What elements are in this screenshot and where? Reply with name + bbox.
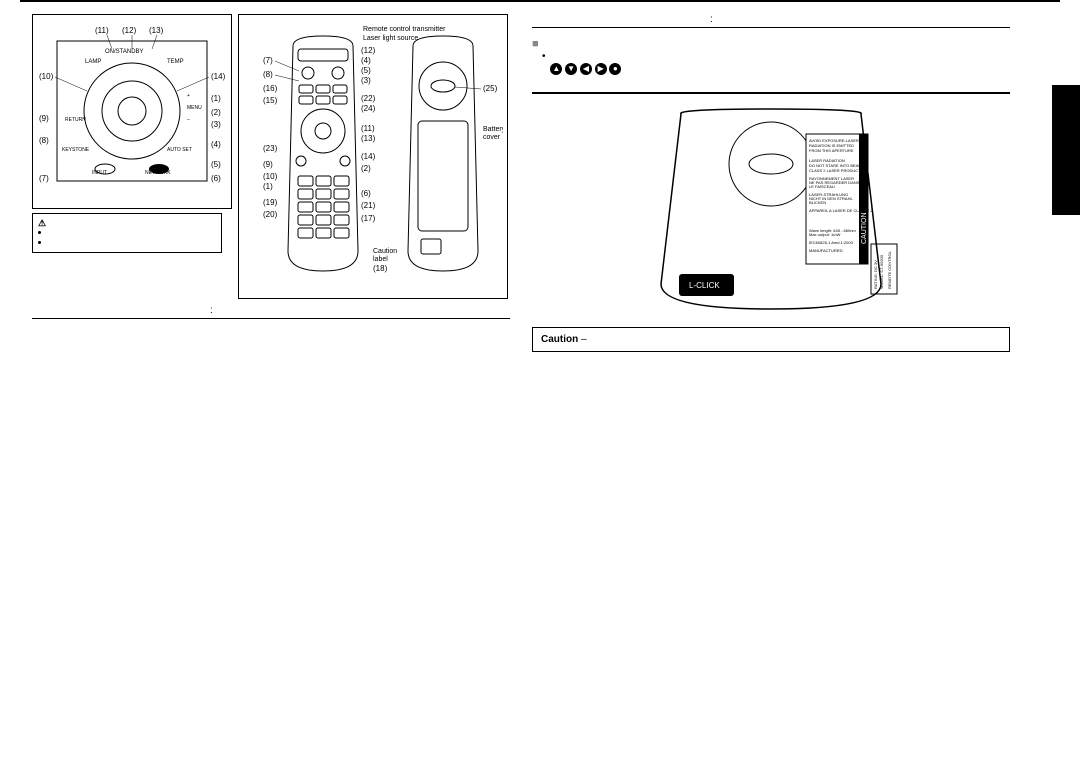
svg-text:RETURN: RETURN [65,117,86,123]
svg-text:–: – [187,117,190,123]
table-header: : [32,303,510,319]
svg-text:(16): (16) [263,84,278,93]
svg-text:(24): (24) [361,104,376,113]
svg-text:(5): (5) [211,160,221,169]
note-body: • ▲ ▼ ◀ ▶ ● [542,50,1010,76]
caution-footer: Caution – [532,327,1010,352]
svg-text:(18): (18) [373,264,388,273]
svg-text:(14): (14) [361,152,376,161]
svg-text:(4): (4) [211,140,221,149]
svg-text:ON/STANDBY: ON/STANDBY [105,49,144,55]
svg-text:(13): (13) [361,134,376,143]
svg-text:Battery: Battery [483,126,503,133]
svg-text:(10): (10) [263,172,278,181]
svg-text:APPAREIL A LASER DE CLASSE 2: APPAREIL A LASER DE CLASSE 2 [809,208,873,213]
svg-text:(6): (6) [361,189,371,198]
svg-text:(12): (12) [122,26,137,35]
svg-text:Caution: Caution [373,248,397,255]
svg-text:MANUFACTURED:: MANUFACTURED: [809,248,843,253]
svg-text:FROM THIS APERTURE: FROM THIS APERTURE [809,148,854,153]
svg-text:MODEL: CT-90303: MODEL: CT-90303 [879,254,884,289]
svg-text:(9): (9) [263,160,273,169]
svg-text:(2): (2) [361,164,371,173]
svg-text:(21): (21) [361,201,376,210]
svg-text:(8): (8) [39,136,49,145]
svg-text:(2): (2) [211,108,221,117]
svg-text:cover: cover [483,134,501,141]
svg-text:(25): (25) [483,84,498,93]
svg-text:BLICKEN: BLICKEN [809,200,826,205]
svg-text:LE FAISCEAU: LE FAISCEAU [809,184,835,189]
svg-text:(23): (23) [263,144,278,153]
svg-text:Laser light source: Laser light source [363,35,418,42]
label-location-diagram: L-CLICK CAUTION AVOID EXPOSURE-LASER RAD… [532,104,1010,317]
svg-text:(14): (14) [211,72,226,81]
svg-text:+: + [187,93,190,99]
side-tab-preparations [1052,85,1080,215]
svg-text:AUTO SET: AUTO SET [167,147,192,153]
caution-box [32,213,222,253]
caution-heading [38,218,216,228]
svg-text:CLASS 2 LASER PRODUCT: CLASS 2 LASER PRODUCT [809,168,861,173]
svg-text:(1): (1) [263,182,273,191]
caution-item [50,238,216,248]
svg-text:RATING: DC 3V: RATING: DC 3V [873,260,878,289]
svg-text:(9): (9) [39,114,49,123]
svg-text:(20): (20) [263,210,278,219]
control-panel-diagram: ON/STANDBY LAMP TEMP + MENU – RETURN KEY… [32,14,232,209]
svg-text:(8): (8) [263,70,273,79]
svg-text:(11): (11) [361,124,375,133]
svg-text:(3): (3) [211,120,221,129]
svg-text:TEMP: TEMP [167,59,184,65]
svg-text:(3): (3) [361,76,371,85]
svg-text:(10): (10) [39,72,54,81]
svg-text:(4): (4) [361,56,371,65]
svg-text:(11): (11) [95,26,109,35]
svg-text:REMOTE CONTROL: REMOTE CONTROL [887,250,892,289]
svg-text:label: label [373,256,388,263]
svg-text:Max output: 1mW: Max output: 1mW [809,232,841,237]
annot: Remote control transmitter [363,26,446,33]
svg-text:(22): (22) [361,94,376,103]
svg-text:(7): (7) [39,174,49,183]
svg-text:L-CLICK: L-CLICK [689,281,720,290]
svg-text:(15): (15) [263,96,278,105]
svg-text:(17): (17) [361,214,376,223]
svg-text:(19): (19) [263,198,278,207]
svg-text:IEC60825-1 Amd.1:2003: IEC60825-1 Amd.1:2003 [809,240,854,245]
svg-text:(12): (12) [361,46,376,55]
table-header: : [532,12,1010,28]
svg-text:(5): (5) [361,66,371,75]
label-location-title [532,90,1010,94]
svg-text:KEYSTONE: KEYSTONE [62,147,90,153]
svg-text:CAUTION: CAUTION [861,213,868,245]
svg-text:MENU: MENU [187,105,202,111]
svg-text:(1): (1) [211,94,221,103]
svg-text:LAMP: LAMP [85,59,101,65]
svg-text:(6): (6) [211,174,221,183]
caution-item [50,228,216,238]
note-heading [532,38,1010,50]
svg-text:(7): (7) [263,56,273,65]
remote-control-diagram: Remote control transmitter Laser light s… [238,14,508,299]
svg-text:(13): (13) [149,26,164,35]
